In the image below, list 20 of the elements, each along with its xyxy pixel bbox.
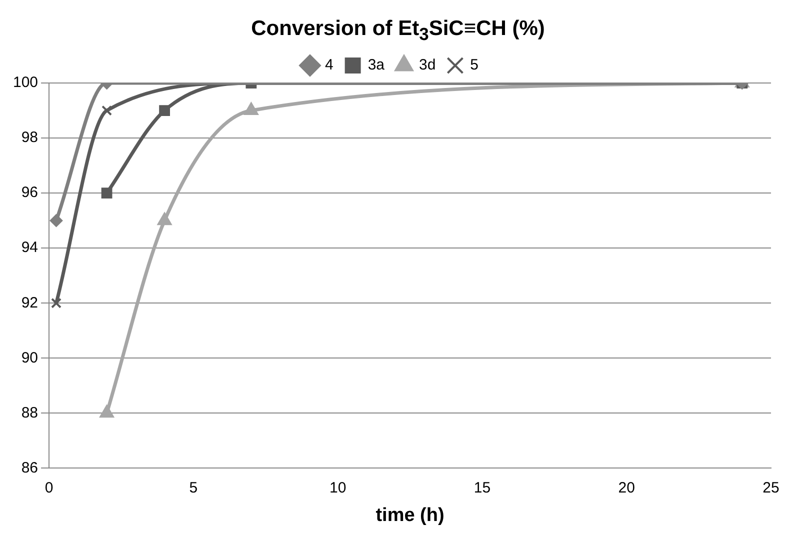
y-tick-label: 92 — [21, 294, 38, 312]
x-tick-label: 15 — [474, 479, 491, 496]
y-tick-label: 88 — [21, 404, 38, 422]
legend-label: 5 — [470, 56, 479, 74]
legend-label: 3d — [419, 56, 436, 74]
x-tick-label: 5 — [189, 479, 198, 496]
legend-label: 4 — [324, 56, 334, 74]
y-tick-label: 94 — [21, 239, 38, 256]
y-tick-label: 100 — [12, 74, 38, 92]
legend-label: 3a — [368, 56, 386, 74]
x-tick-label: 10 — [329, 479, 346, 496]
x-tick-label: 0 — [44, 479, 54, 496]
x-tick-label: 20 — [618, 479, 635, 496]
y-tick-label: 90 — [21, 349, 38, 366]
x-axis-title: time (h) — [376, 504, 444, 526]
y-tick-label: 98 — [21, 129, 38, 146]
y-tick-label: 96 — [21, 184, 38, 202]
chart-title: Conversion of Et$_{3}$SiC≡CH (%) — [250, 16, 546, 46]
x-tick-label: 25 — [762, 479, 780, 496]
y-tick-label: 86 — [21, 459, 38, 476]
